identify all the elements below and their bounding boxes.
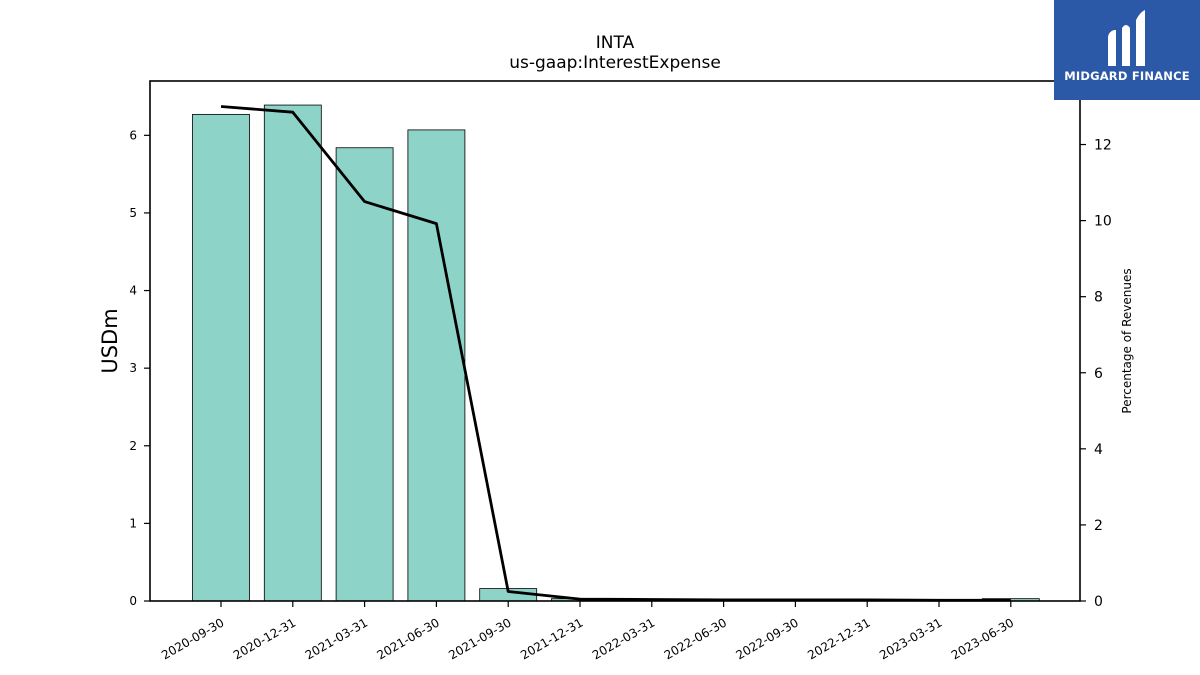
chart-subtitle: us-gaap:InterestExpense [509,53,721,73]
x-tick-label: 2021-06-30 [374,615,441,662]
chart-title: INTA [596,33,635,53]
x-tick-label: 2022-09-30 [733,615,800,662]
y-tick-label: 3 [129,361,137,375]
y-axis-label: USDm [98,308,122,373]
line-layer [220,105,1011,602]
y-right-tick-label: 12 [1094,138,1112,154]
y-right-tick-label: 0 [1094,594,1103,610]
x-tick-label: 2022-06-30 [662,615,729,662]
x-tick-label: 2023-06-30 [949,615,1016,662]
x-tick-label: 2021-12-31 [518,615,585,662]
x-tick-label: 2023-03-31 [877,615,944,662]
bar-2020-12-31 [263,104,322,602]
bar-2021-03-31 [335,147,394,602]
logo-mark-icon [1108,10,1145,66]
y-tick-label: 6 [129,128,137,142]
bar-2020-09-30 [192,113,250,602]
x-tick-label: 2020-09-30 [159,615,226,662]
x-tick-label: 2021-09-30 [446,615,513,662]
y-right-tick-label: 8 [1094,290,1103,306]
bar-2021-06-30 [407,129,466,602]
logo-text: MIDGARD FINANCE [1064,69,1190,83]
percentage-line [220,105,1011,602]
x-tick-label: 2022-03-31 [590,615,657,662]
y-right-tick-label: 4 [1094,442,1103,458]
y-tick-label: 4 [129,284,137,298]
y-tick-label: 5 [129,206,137,220]
x-tick-label: 2020-12-31 [231,615,298,662]
y-tick-label: 2 [129,439,137,453]
x-tick-label: 2021-03-31 [303,615,370,662]
y-tick-label: 0 [129,594,137,608]
y-axis-label-right: Percentage of Revenues [1120,268,1134,413]
plot-frame [149,80,1081,602]
y-right-tick-label: 2 [1094,518,1103,534]
x-tick-label: 2022-12-31 [805,615,872,662]
brand-logo: MIDGARD FINANCE [1054,0,1200,100]
y-tick-label: 1 [129,516,137,530]
y-right-tick-label: 10 [1094,214,1112,230]
y-right-tick-label: 6 [1094,366,1103,382]
bars [192,104,1040,602]
